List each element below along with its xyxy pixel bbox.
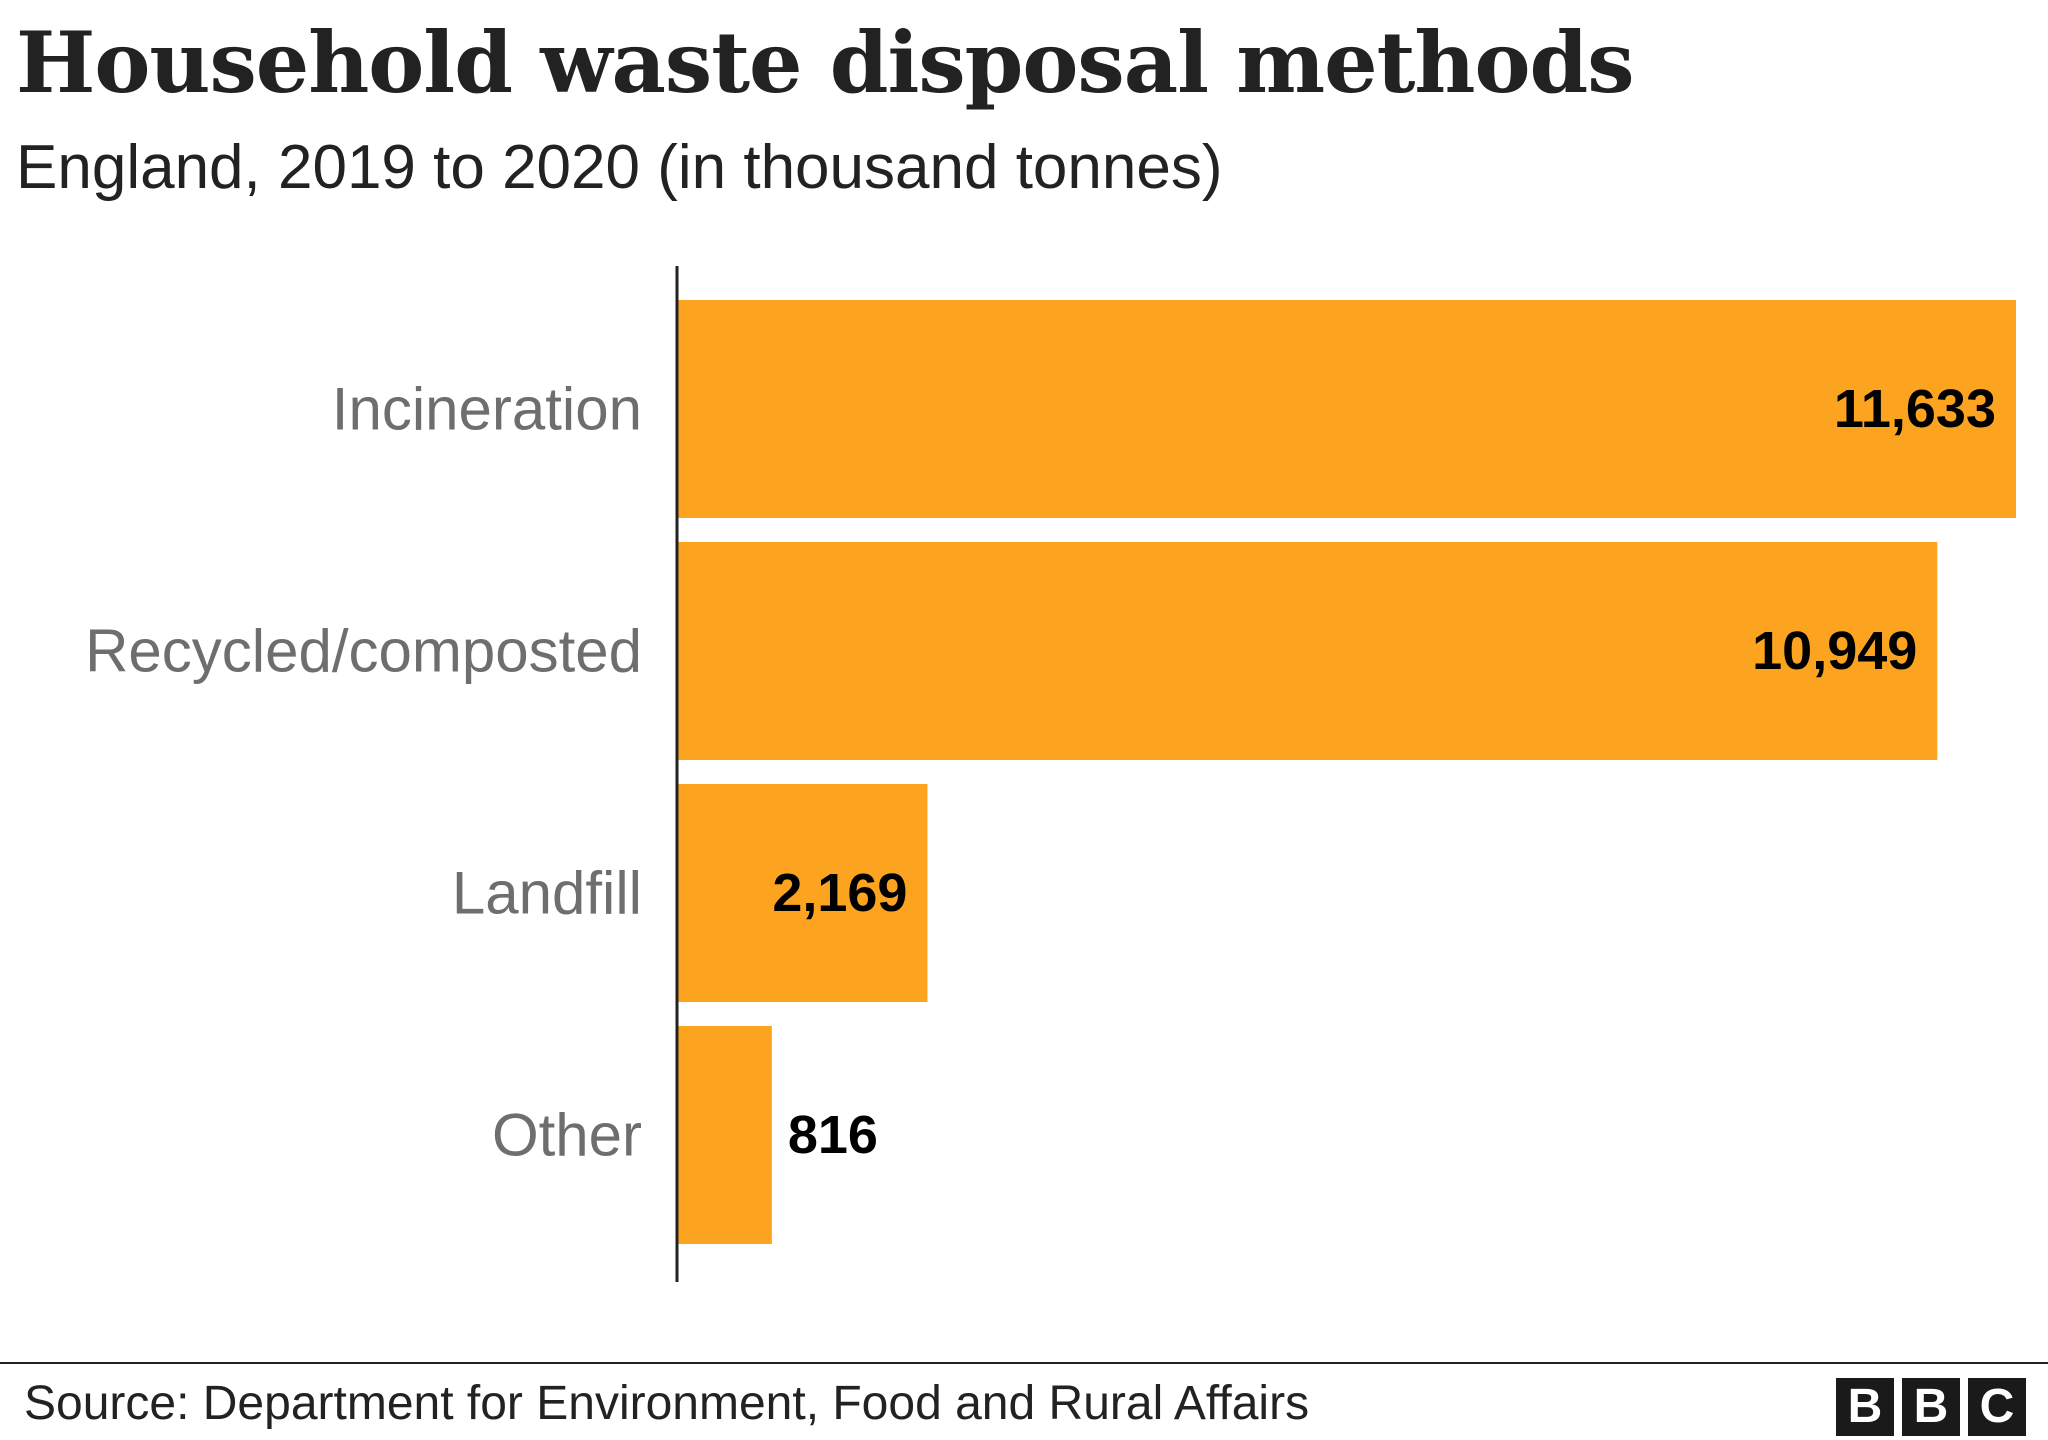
bar-other [678, 1026, 772, 1244]
category-label-landfill: Landfill [452, 860, 642, 927]
bar-incineration [678, 300, 2016, 518]
value-label-incineration: 11,633 [1834, 379, 1996, 439]
logo-letter-b1: B [1836, 1378, 1894, 1436]
footer-divider [0, 1362, 2048, 1364]
bbc-logo: B B C [1836, 1378, 2026, 1436]
logo-letter-c: C [1968, 1378, 2026, 1436]
source-note: Source: Department for Environment, Food… [24, 1377, 1310, 1430]
chart-title: Household waste disposal methods [16, 13, 1635, 112]
category-label-recycled-composted: Recycled/composted [85, 618, 642, 685]
value-label-recycled-composted: 10,949 [1752, 621, 1917, 681]
logo-letter-b2: B [1902, 1378, 1960, 1436]
bar-landfill [678, 784, 928, 1002]
category-label-other: Other [492, 1102, 642, 1169]
value-label-landfill: 2,169 [772, 863, 907, 923]
category-label-incineration: Incineration [332, 376, 642, 443]
bar-recycled-composted [678, 542, 1938, 760]
bar-chart: Incineration 11,633 Recycled/composted 10,9… [85, 266, 2016, 1282]
value-label-other: 816 [788, 1105, 878, 1165]
chart-subtitle: England, 2019 to 2020 (in thousand tonne… [16, 133, 1223, 202]
